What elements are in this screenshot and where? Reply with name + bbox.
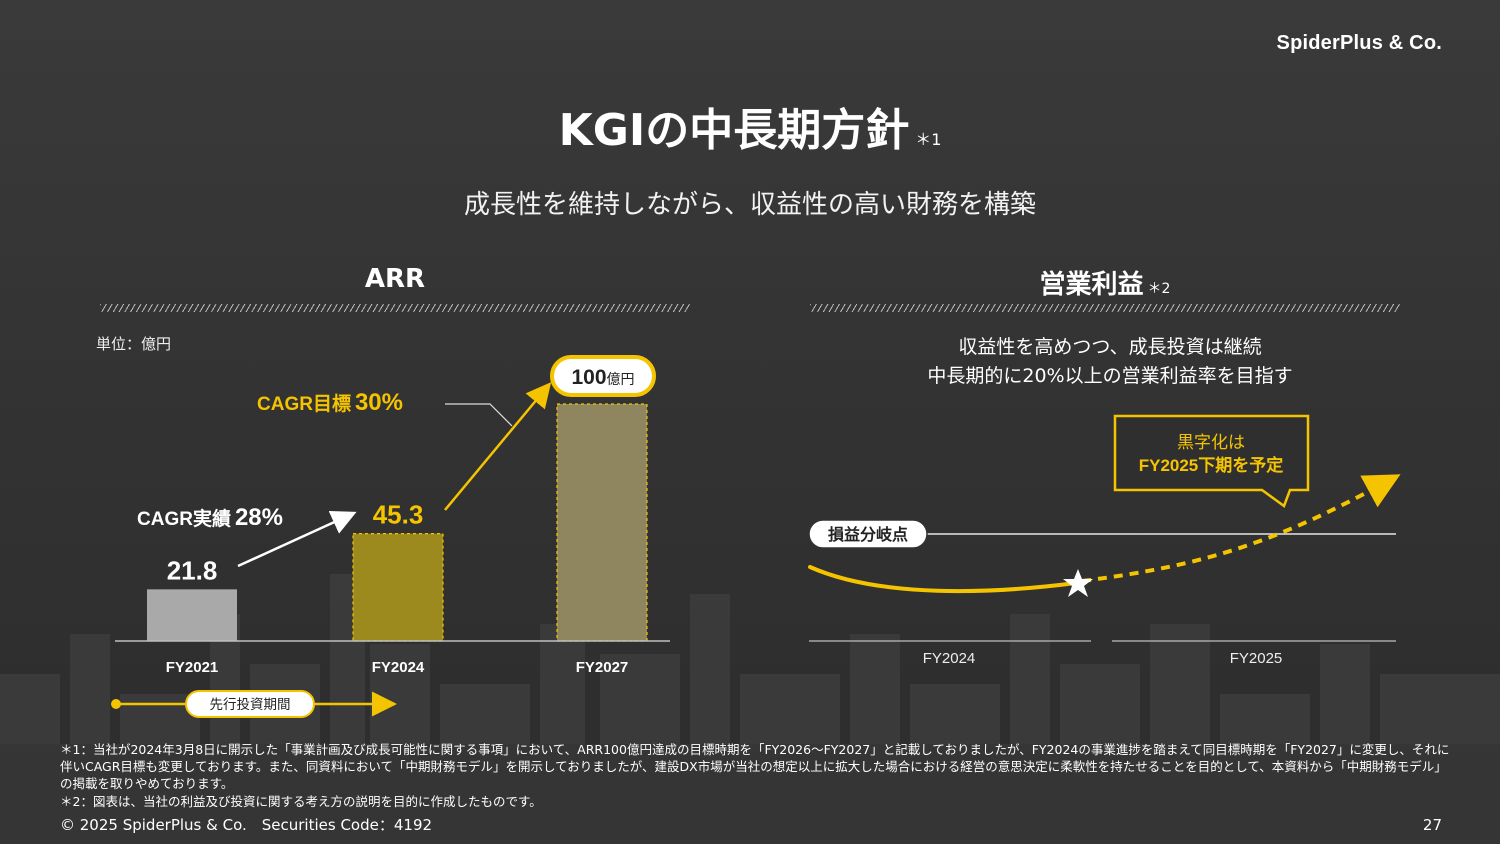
page-subtitle: 成長性を維持しながら、収益性の高い財務を構築 <box>463 190 1036 220</box>
page-number: 27 <box>1422 816 1442 834</box>
callout-line2: FY2025下期を予定 <box>1139 455 1284 475</box>
profit-message-line2: 中長期的に20%以上の営業利益率を目指す <box>927 365 1293 387</box>
cagr-target-label: CAGR目標 30% <box>257 389 403 416</box>
cagr-target-arrow <box>444 382 552 511</box>
breakeven-label: 損益分岐点 <box>828 525 908 544</box>
arr-bar-fy2024 <box>352 533 444 642</box>
profit-title-note: ＊2 <box>1147 281 1171 297</box>
profit-x-label-fy2025: FY2025 <box>1230 650 1283 667</box>
copyright: © 2025 SpiderPlus & Co. Securities Code：… <box>60 816 433 834</box>
profit-x-label-fy2024: FY2024 <box>923 650 976 667</box>
profit-title-text: 営業利益 <box>1039 270 1144 300</box>
profit-divider <box>810 304 1400 312</box>
profit-curve-actual <box>808 565 1078 594</box>
footnote-2: ＊2：図表は、当社の利益及び投資に関する考え方の説明を目的に作成したものです。 <box>60 794 542 809</box>
cagr-actual-label: CAGR実績 28% <box>137 504 283 531</box>
title-note: ＊1 <box>915 130 942 149</box>
arr-bar-fy2027 <box>556 403 648 642</box>
page-title: KGIの中長期方針 ＊1 <box>0 94 1500 158</box>
profit-curve-forecast <box>1081 474 1401 583</box>
cagr-target-leader <box>445 403 513 427</box>
turnaround-star-icon <box>1063 569 1093 597</box>
period-start-dot <box>111 699 121 709</box>
arr-value-label-fy2024: 45.3 <box>373 500 424 530</box>
city-background <box>0 574 1500 844</box>
period-label: 先行投資期間 <box>210 697 291 712</box>
profit-message: 収益性を高めつつ、成長投資は継続 中長期的に20%以上の営業利益率を目指す <box>810 333 1410 391</box>
arr-category-label-fy2024: FY2024 <box>372 659 425 676</box>
title-text: KGIの中長期方針 <box>558 105 910 156</box>
callout-line1: 黒字化は <box>1177 433 1245 452</box>
arr-unit-label: 単位：億円 <box>96 335 172 353</box>
profit-section-title: 営業利益 ＊2 <box>810 264 1400 301</box>
arr-category-label-fy2021: FY2021 <box>166 659 219 676</box>
turnaround-callout <box>1113 414 1310 508</box>
cagr-actual-arrow <box>237 510 357 568</box>
arr-divider <box>100 304 690 312</box>
arr-bar-fy2021 <box>147 589 237 641</box>
target-callout-text: 100億円 <box>571 366 634 389</box>
arr-category-label-fy2027: FY2027 <box>576 659 629 676</box>
arr-section-title: ARR <box>364 264 426 294</box>
footnote-1: ＊1：当社が2024年3月8日に開示した「事業計画及び成長可能性に関する事項」に… <box>60 742 1450 791</box>
breakeven-pill <box>808 519 928 549</box>
target-callout <box>550 355 656 397</box>
period-pill <box>185 690 315 718</box>
arr-value-label-fy2021: 21.8 <box>167 555 218 585</box>
profit-message-line1: 収益性を高めつつ、成長投資は継続 <box>958 336 1262 358</box>
brand-logo: SpiderPlus & Co. <box>1276 32 1442 54</box>
